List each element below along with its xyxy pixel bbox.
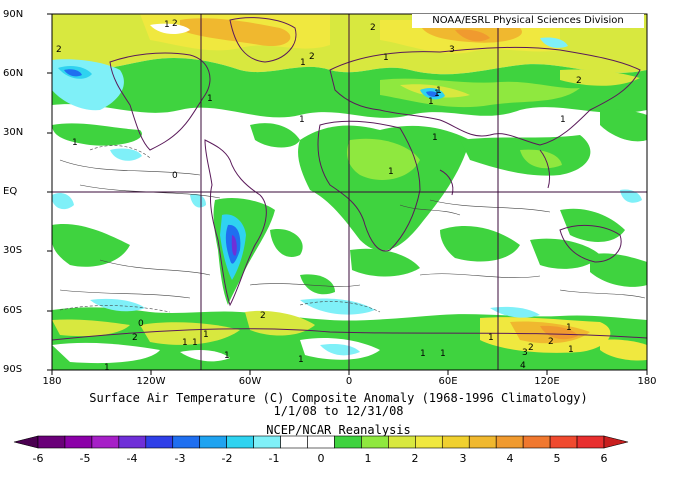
lat-label-eq: EQ	[3, 186, 18, 197]
lat-label-60n: 60N	[3, 68, 24, 79]
contour-label: 2	[56, 45, 62, 55]
contour-label: 2	[172, 19, 178, 29]
contour-label: 1	[224, 351, 230, 361]
contour-label: 2	[548, 337, 554, 347]
contour-label: 2	[260, 311, 266, 321]
contour-label: 1	[440, 349, 446, 359]
lon-label-0: 0	[345, 376, 353, 387]
tick-marks	[47, 13, 648, 375]
lat-label-90s: 90S	[3, 364, 23, 375]
contour-label: 1	[299, 115, 305, 125]
contour-label: 1	[192, 338, 198, 348]
lon-label-180w: 180	[42, 376, 62, 387]
contour-label: 0	[172, 171, 178, 181]
colorbar-tick-label: 3	[459, 452, 467, 465]
contour-label: 2	[576, 76, 582, 86]
contour-label: 1	[568, 345, 574, 355]
contour-label: 2	[309, 52, 315, 62]
contour-label: 1	[207, 94, 213, 104]
colorbar-tick-label: -5	[79, 452, 91, 465]
lon-label-180e: 180	[637, 376, 657, 387]
title-line-1: Surface Air Temperature (C) Composite An…	[89, 391, 588, 405]
grid-lines	[52, 14, 647, 370]
colorbar-tick-label: 5	[553, 452, 561, 465]
contour-label: 1	[72, 138, 78, 148]
title-line-3: NCEP/NCAR Reanalysis	[266, 423, 411, 437]
lat-label-90n: 90N	[3, 9, 24, 20]
lon-label-120w: 120W	[136, 376, 166, 387]
contour-label: 1	[182, 338, 188, 348]
colorbar-tick-label: -4	[126, 452, 138, 465]
contour-label: 1	[383, 53, 389, 63]
contour-label: 2	[370, 23, 376, 33]
lon-label-60e: 60E	[438, 376, 458, 387]
lat-label-30s: 30S	[3, 245, 23, 256]
colorbar-tick-label: -1	[268, 452, 280, 465]
colorbar-tick-label: -2	[221, 452, 233, 465]
lat-label-30n: 30N	[3, 127, 24, 138]
colorbar-tick-label: 2	[411, 452, 419, 465]
contour-label: 1	[388, 167, 394, 177]
credit-label: NOAA/ESRL Physical Sciences Division	[412, 14, 644, 28]
contour-label: 3	[522, 348, 528, 358]
lon-label-60w: 60W	[238, 376, 262, 387]
contour-label: 1	[566, 323, 572, 333]
colorbar-tick-label: 0	[317, 452, 325, 465]
colorbar-tick-label: -6	[32, 452, 44, 465]
contour-label: 1	[434, 89, 440, 99]
contour-label: 2	[132, 333, 138, 343]
contour-label: 1	[298, 355, 304, 365]
colorbar-tick-label: -3	[174, 452, 186, 465]
contour-label: 0	[138, 319, 144, 329]
contour-labels: 2 1 2 1 2 1 2 3 1 1 2 1 1 1 1 0 1 2 1 1 …	[56, 19, 582, 373]
colorbar-tick-label: 1	[364, 452, 372, 465]
contour-label: 1	[428, 97, 434, 107]
contour-label: 1	[436, 86, 442, 96]
contour-label: 1	[488, 333, 494, 343]
contour-label: 1	[203, 330, 209, 340]
contour-label: 1	[164, 20, 170, 30]
contour-label: 1	[560, 115, 566, 125]
contour-label: 1	[300, 58, 306, 68]
contour-label: 2	[528, 343, 534, 353]
contour-label: 1	[432, 133, 438, 143]
lon-label-120e: 120E	[534, 376, 560, 387]
lat-label-60s: 60S	[3, 305, 23, 316]
title-line-2: 1/1/08 to 12/31/08	[273, 404, 404, 418]
contour-label: 1	[104, 363, 110, 373]
colorbar-tick-label: 4	[506, 452, 514, 465]
colorbar-tick-label: 6	[600, 452, 608, 465]
contour-label: 4	[520, 361, 526, 371]
contour-label: 3	[449, 45, 455, 55]
contour-label: 1	[420, 349, 426, 359]
